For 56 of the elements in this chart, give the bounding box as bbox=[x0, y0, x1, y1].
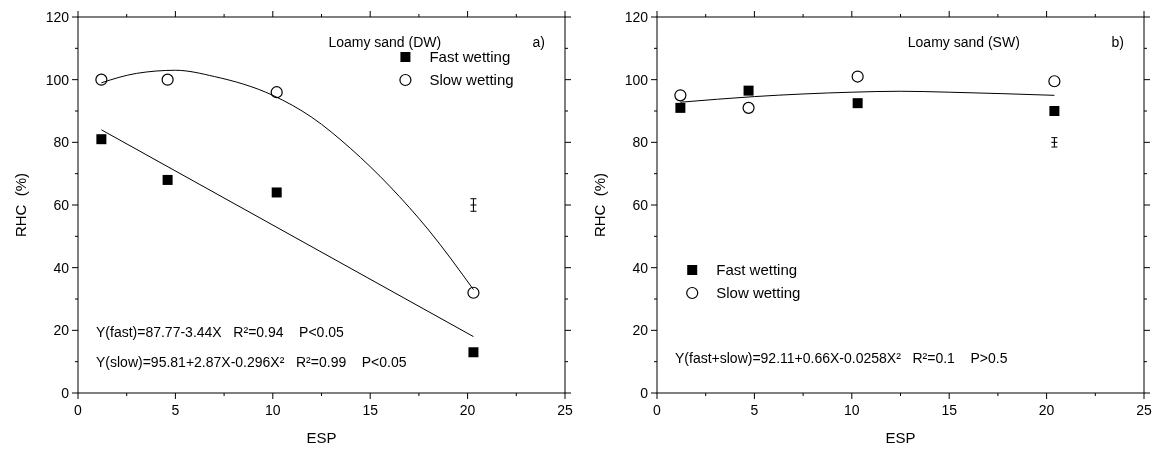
point bbox=[162, 174, 173, 185]
y-tick-label: 40 bbox=[53, 259, 70, 276]
point bbox=[1049, 106, 1060, 116]
y-tick-label: 60 bbox=[632, 197, 649, 213]
legend-label: Fast wetting bbox=[716, 261, 798, 278]
point bbox=[1048, 75, 1061, 88]
legend-label: Slow wetting bbox=[429, 71, 514, 88]
point bbox=[852, 98, 863, 109]
point bbox=[95, 73, 108, 86]
x-tick-label: 0 bbox=[74, 402, 83, 418]
x-tick-label: 20 bbox=[459, 402, 476, 418]
annotation: Y(fast+slow)=92.11+0.66X-0.0258X² R²=0.1 P>0.5 bbox=[675, 350, 1008, 366]
point bbox=[469, 201, 477, 209]
text: Loamy sand (DW) bbox=[328, 34, 442, 50]
point bbox=[743, 85, 754, 96]
y-tick-label: 120 bbox=[45, 9, 70, 25]
point bbox=[96, 134, 107, 145]
x-axis-title: ESP bbox=[885, 429, 916, 446]
x-tick-label: 10 bbox=[844, 402, 860, 418]
point bbox=[674, 89, 687, 102]
y-tick-label: 100 bbox=[45, 71, 70, 88]
x-tick-label: 25 bbox=[557, 402, 573, 418]
x-tick-label: 5 bbox=[171, 402, 180, 418]
point bbox=[675, 102, 686, 113]
y-tick-label: 80 bbox=[53, 134, 70, 151]
annotation: b) bbox=[1111, 34, 1124, 50]
y-tick-label: 60 bbox=[53, 197, 70, 213]
y-tick-label: 40 bbox=[632, 259, 649, 276]
point bbox=[742, 101, 755, 114]
text: Loamy sand (SW) bbox=[907, 34, 1020, 50]
y-tick-label: 100 bbox=[624, 71, 649, 88]
x-tick-label: 5 bbox=[750, 402, 759, 418]
annotation: a) bbox=[532, 34, 545, 50]
y-tick-label: 120 bbox=[624, 9, 649, 25]
y-axis-title: RHC (%) bbox=[591, 172, 608, 238]
x-tick-label: 25 bbox=[1136, 402, 1152, 418]
x-tick-label: 15 bbox=[362, 402, 379, 418]
legend-label: Slow wetting bbox=[716, 284, 801, 301]
y-axis-title: RHC (%) bbox=[12, 172, 29, 238]
y-tick-label: 0 bbox=[61, 385, 70, 401]
x-tick-label: 20 bbox=[1038, 402, 1055, 418]
annotation: Y(fast)=87.77-3.44X R²=0.94 P<0.05 bbox=[96, 324, 345, 340]
y-tick-label: 0 bbox=[640, 385, 649, 401]
y-tick-label: 20 bbox=[53, 322, 70, 339]
x-tick-label: 0 bbox=[653, 402, 662, 418]
point bbox=[161, 73, 174, 86]
annotation: Y(slow)=95.81+2.87X-0.296X² R²=0.99 P<0.05 bbox=[96, 354, 407, 370]
point bbox=[851, 70, 864, 83]
x-tick-label: 10 bbox=[265, 402, 281, 418]
y-tick-label: 20 bbox=[632, 322, 649, 339]
point bbox=[271, 187, 282, 198]
x-tick-label: 15 bbox=[941, 402, 958, 418]
point bbox=[467, 286, 480, 299]
y-tick-label: 80 bbox=[632, 134, 649, 151]
point bbox=[468, 347, 479, 358]
x-axis-title: ESP bbox=[306, 429, 337, 446]
